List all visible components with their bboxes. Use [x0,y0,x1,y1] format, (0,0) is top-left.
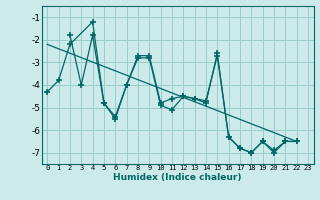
X-axis label: Humidex (Indice chaleur): Humidex (Indice chaleur) [113,173,242,182]
